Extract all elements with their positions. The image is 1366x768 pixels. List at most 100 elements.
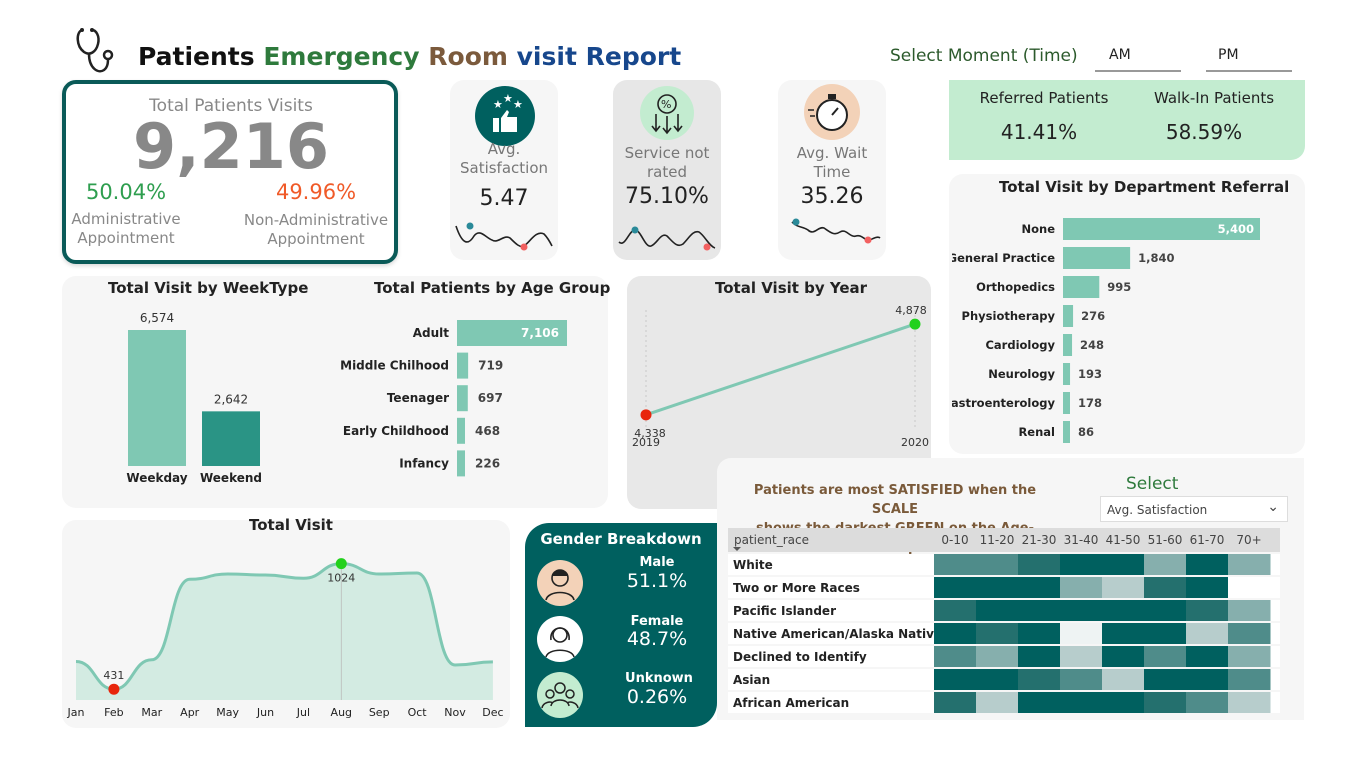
heatmap-cell — [1060, 669, 1103, 690]
monthly-tick-label: Apr — [180, 706, 200, 719]
age-bar — [457, 320, 567, 346]
male-avatar-icon — [537, 560, 583, 606]
monthly-tick-label: Sep — [369, 706, 390, 719]
heatmap-cell — [1060, 577, 1103, 598]
wait-label-line1: Avg. Wait — [796, 144, 868, 162]
monthly-max-label: 1024 — [327, 572, 355, 585]
not-rated-sparkline — [618, 226, 716, 251]
heatmap-matrix: patient_race 0-10 11-20 21-30 31-40 41-50 51-6… — [728, 528, 1280, 713]
not-rated-kpi-card: % Service not rated 75.10% — [613, 80, 721, 260]
heatmap-cell — [1018, 600, 1061, 621]
age-value-label: 468 — [475, 424, 500, 438]
year-value-label: 4,878 — [895, 304, 927, 317]
svg-text:★: ★ — [503, 92, 513, 105]
svg-text:%: % — [661, 98, 671, 111]
heatmap-cell — [1228, 600, 1271, 621]
heatmap-col-label: 31-40 — [1064, 533, 1099, 547]
heatmap-cell — [1102, 623, 1145, 644]
measure-select-dropdown[interactable]: Avg. Satisfaction ⌄ — [1100, 496, 1288, 522]
heatmap-cell — [1102, 646, 1145, 667]
weektype-value-label: 2,642 — [214, 392, 248, 406]
dept-value-label: 248 — [1080, 338, 1104, 352]
heatmap-cell — [1102, 554, 1145, 575]
measure-select-value: Avg. Satisfaction — [1107, 503, 1208, 517]
admin-label: Administrative Appointment — [66, 210, 186, 248]
slicer-pm-label: PM — [1218, 47, 1239, 63]
group-avatar-icon — [537, 672, 583, 718]
nonadmin-label-line2: Appointment — [267, 230, 365, 248]
stethoscope-icon — [74, 26, 116, 78]
heatmap-cell — [934, 554, 977, 575]
walkin-label: Walk-In Patients — [1153, 89, 1275, 107]
heatmap-cell — [976, 692, 1019, 713]
satisfaction-sparkline — [455, 222, 553, 251]
not-rated-label-line2: rated — [647, 163, 687, 181]
heatmap-cell — [1186, 623, 1229, 644]
heatmap-cell — [1228, 669, 1271, 690]
slicer-pm-button[interactable]: PM — [1206, 44, 1292, 72]
title-word-patients: Patients — [138, 42, 255, 71]
dept-value-label: 5,400 — [1218, 222, 1254, 236]
unknown-value: 0.26% — [626, 686, 688, 708]
heatmap-cell — [1018, 646, 1061, 667]
monthly-min-point — [108, 683, 120, 695]
dept-category-label: Cardiology — [985, 338, 1055, 352]
age-bar — [457, 385, 468, 412]
dept-bar — [1063, 247, 1131, 269]
wait-kpi-card: Avg. Wait Time 35.26 — [778, 80, 886, 260]
heatmap-cell — [1018, 623, 1061, 644]
heatmap-cell — [934, 692, 977, 713]
heatmap-row-label: Declined to Identify — [733, 650, 867, 664]
heatmap-col-label: 70+ — [1236, 533, 1261, 547]
weektype-bar — [128, 330, 186, 466]
age-bar — [457, 352, 469, 379]
year-line — [645, 322, 916, 417]
chevron-down-icon: ⌄ — [1267, 499, 1279, 515]
slicer-am-button[interactable]: AM — [1095, 44, 1181, 72]
referred-label: Referred Patients — [979, 89, 1109, 107]
monthly-min-label: 431 — [103, 669, 124, 682]
heatmap-cell — [1186, 692, 1229, 713]
dept-category-label: Neurology — [988, 367, 1055, 381]
svg-text:★: ★ — [493, 98, 503, 111]
heatmap-cell — [934, 646, 977, 667]
nonadmin-label-line1: Non-Administrative — [243, 211, 389, 229]
heatmap-row-label: Two or More Races — [733, 581, 860, 595]
dept-bar — [1063, 218, 1260, 240]
slicer-am-label: AM — [1109, 47, 1131, 63]
heatmap-cell — [1186, 600, 1229, 621]
age-value-label: 719 — [478, 359, 503, 373]
age-category-label: Teenager — [387, 391, 449, 405]
heatmap-cell — [1060, 554, 1103, 575]
age-category-label: Early Childhood — [343, 424, 449, 438]
year-tick-label: 2019 — [632, 436, 660, 449]
thumbs-up-stars-icon: ★ ★ ★ — [475, 86, 535, 146]
dept-bar — [1063, 421, 1070, 443]
dept-category-label: Renal — [1018, 425, 1055, 439]
age-category-label: Middle Chilhood — [340, 359, 449, 373]
age-category-label: Infancy — [399, 456, 449, 470]
year-tick-label: 2020 — [901, 436, 929, 449]
heatmap-col-label: 0-10 — [941, 533, 968, 547]
age-value-label: 697 — [478, 391, 503, 405]
wait-label: Avg. Wait Time — [778, 144, 886, 182]
gender-card: Gender Breakdown Male 51.1% Female 48.7%… — [525, 523, 717, 727]
weektype-chart: 6,574 Weekday 2,642 Weekend — [126, 311, 262, 485]
year-chart: 4,338 4,878 2019 2020 — [632, 304, 929, 449]
nonadmin-pct: 49.96% — [275, 180, 357, 204]
heatmap-row-label: Native American/Alaska Native — [733, 627, 942, 641]
dept-category-label: Physiotherapy — [962, 309, 1056, 323]
year-point — [909, 318, 921, 330]
weektype-bar — [202, 411, 260, 466]
monthly-tick-label: Jul — [296, 706, 310, 719]
stopwatch-icon — [804, 84, 860, 140]
dept-category-label: General Practice — [952, 251, 1055, 265]
monthly-chart: 431 1024 Jan Feb Mar Apr May Jun Jul Aug Sep Oct Nov… — [67, 558, 504, 719]
age-category-label: Adult — [413, 326, 450, 340]
dept-bar — [1063, 276, 1100, 298]
heatmap-row-label: White — [733, 558, 773, 572]
dept-chart: None 5,400 General Practice 1,840 Orthopedic… — [952, 218, 1260, 443]
not-rated-value: 75.10% — [625, 184, 709, 209]
heatmap-cell — [1144, 577, 1187, 598]
female-label: Female — [630, 614, 684, 629]
